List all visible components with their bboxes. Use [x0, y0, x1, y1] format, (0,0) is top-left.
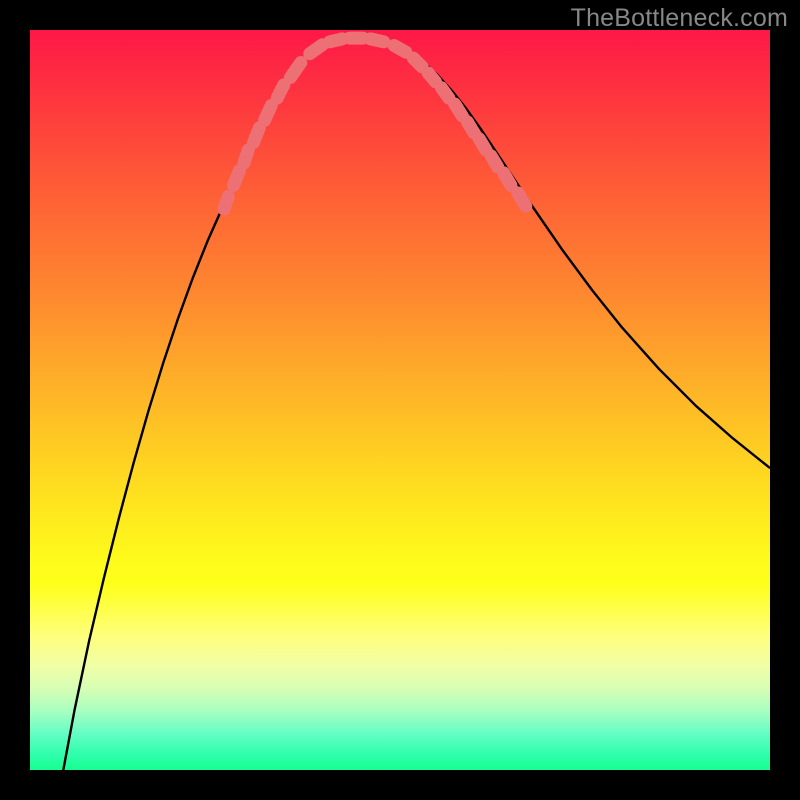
highlight-dash — [224, 197, 228, 210]
highlight-dash — [455, 104, 462, 116]
highlight-dash — [467, 122, 474, 133]
gradient-background-rect — [30, 30, 770, 770]
highlight-dash — [479, 139, 486, 150]
watermark-text: TheBottleneck.com — [571, 4, 788, 33]
highlight-dash — [277, 85, 284, 98]
plot-area — [30, 30, 770, 770]
highlight-dash — [441, 88, 448, 98]
highlight-dash — [370, 39, 383, 42]
highlight-dash — [244, 150, 248, 163]
highlight-dash — [413, 58, 422, 67]
highlight-dash — [290, 63, 300, 78]
highlight-dash — [253, 128, 259, 143]
highlight-dash — [394, 46, 406, 53]
highlight-dash — [330, 39, 343, 42]
stage: TheBottleneck.com — [0, 0, 800, 800]
chart-svg — [30, 30, 770, 770]
highlight-dash — [504, 173, 511, 186]
highlight-dash — [265, 105, 272, 120]
highlight-dash — [491, 156, 498, 167]
highlight-dash — [234, 171, 240, 186]
highlight-dash — [518, 193, 526, 206]
highlight-dash — [428, 73, 435, 82]
highlight-dash — [310, 45, 323, 54]
